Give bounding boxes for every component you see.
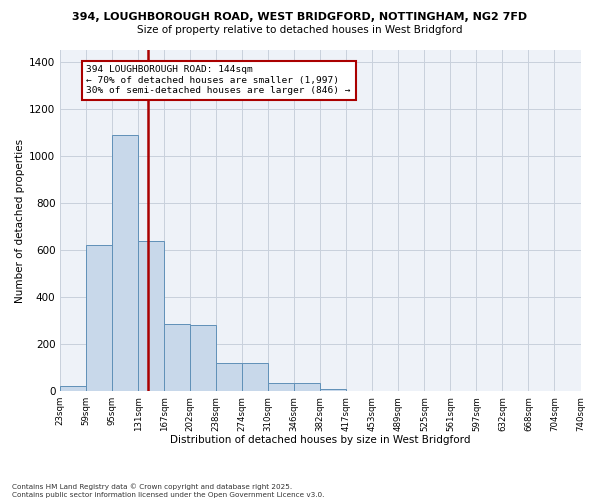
Bar (217, 363, 242, 391)
Text: Contains HM Land Registry data © Crown copyright and database right 2025.
Contai: Contains HM Land Registry data © Crown c… (12, 484, 325, 498)
X-axis label: Distribution of detached houses by size in West Bridgford: Distribution of detached houses by size … (170, 435, 470, 445)
Bar (86, 245, 112, 391)
Y-axis label: Number of detached properties: Number of detached properties (15, 138, 25, 302)
Text: 394 LOUGHBOROUGH ROAD: 144sqm
← 70% of detached houses are smaller (1,997)
30% o: 394 LOUGHBOROUGH ROAD: 144sqm ← 70% of d… (86, 66, 351, 95)
Bar (295, 383, 320, 391)
Bar (268, 383, 295, 391)
Bar (112, 134, 139, 391)
Text: Size of property relative to detached houses in West Bridgford: Size of property relative to detached ho… (137, 25, 463, 35)
Text: 394, LOUGHBOROUGH ROAD, WEST BRIDGFORD, NOTTINGHAM, NG2 7FD: 394, LOUGHBOROUGH ROAD, WEST BRIDGFORD, … (73, 12, 527, 22)
Bar (60, 386, 86, 391)
Bar (320, 388, 346, 391)
Bar (242, 363, 268, 391)
Bar (190, 325, 217, 391)
Bar (164, 324, 190, 391)
Bar (139, 240, 164, 391)
